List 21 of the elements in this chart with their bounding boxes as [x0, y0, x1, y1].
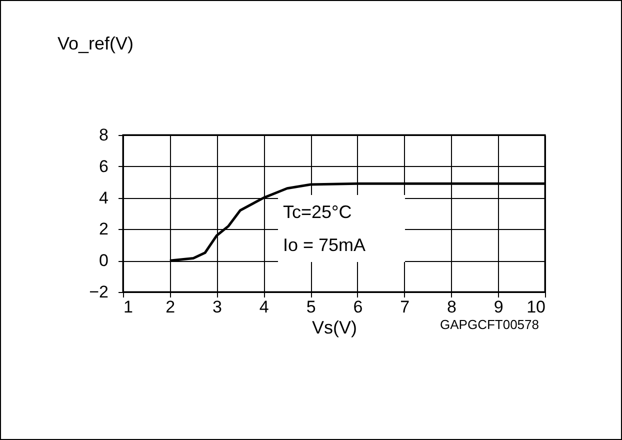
y-tick-label: 2 [99, 220, 108, 239]
x-tick-label: 8 [446, 298, 456, 316]
y-axis-title: Vo_ref(V) [58, 34, 134, 54]
x-tick-label: 6 [353, 298, 363, 316]
x-tick-label: 4 [259, 298, 269, 316]
y-tick-label: 6 [99, 156, 108, 176]
text: GAPGCFT00578 [440, 317, 539, 332]
x-tick-label: 9 [494, 298, 504, 316]
x-tick-label: 7 [400, 298, 410, 316]
annotation: Io = 75mA [283, 235, 366, 255]
annotation: Tc=25°C [283, 202, 352, 222]
y-tick-label: 0 [99, 251, 108, 270]
x-tick-label: 10 [526, 298, 546, 316]
y-tick-label: 4 [99, 188, 108, 208]
x-tick-label: 2 [166, 298, 176, 316]
x-axis-title: Vs(V) [312, 318, 357, 338]
y-tick-label: 8 [99, 126, 108, 144]
x-tick-label: 1 [124, 298, 133, 316]
x-tick-label: 5 [306, 298, 316, 316]
y-tick-label: −2 [89, 282, 108, 302]
x-tick-label: 3 [212, 298, 222, 316]
